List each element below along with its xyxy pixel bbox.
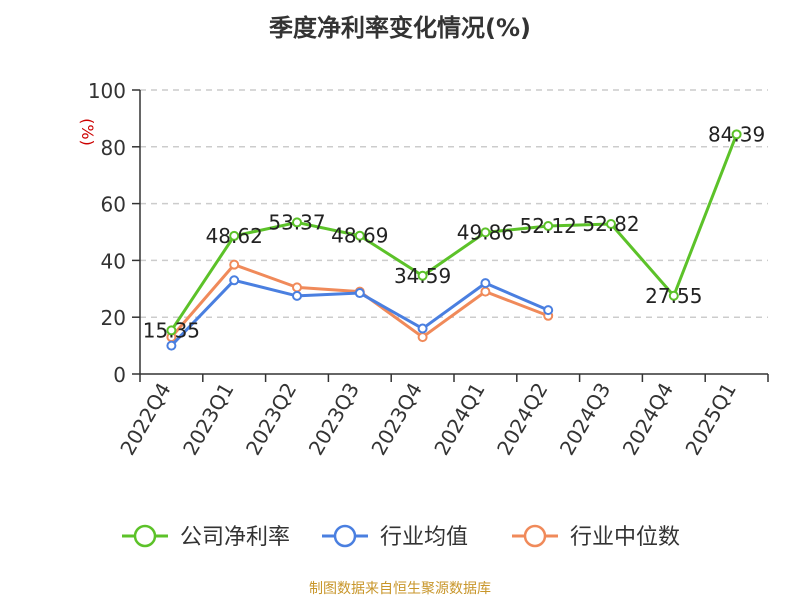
x-tick-label: 2024Q2 bbox=[492, 379, 552, 460]
legend-label: 公司净利率 bbox=[180, 525, 290, 550]
x-tick-label: 2023Q1 bbox=[178, 379, 238, 460]
data-point bbox=[292, 217, 302, 228]
data-point bbox=[606, 218, 616, 229]
x-tick-label: 2025Q1 bbox=[680, 379, 740, 460]
data-label: 48.62 bbox=[206, 224, 263, 248]
y-tick-label: 80 bbox=[101, 136, 126, 160]
data-label: 49.86 bbox=[457, 220, 514, 244]
data-label: 34.59 bbox=[394, 264, 451, 288]
source-note: 制图数据来自恒生聚源数据库 bbox=[309, 581, 491, 597]
data-point bbox=[166, 340, 177, 351]
y-tick-label: 100 bbox=[88, 79, 126, 103]
y-tick-label: 0 bbox=[113, 363, 126, 387]
data-point bbox=[417, 270, 428, 281]
series-line-2 bbox=[170, 263, 549, 339]
data-point bbox=[417, 323, 428, 334]
y-tick-label: 60 bbox=[101, 193, 126, 217]
x-tick-label: 2024Q3 bbox=[555, 379, 615, 460]
data-point bbox=[229, 230, 240, 241]
data-label: 84.39 bbox=[708, 122, 765, 146]
data-label: 52.82 bbox=[582, 212, 639, 236]
data-label: 15.35 bbox=[143, 318, 200, 342]
data-point bbox=[480, 278, 491, 289]
data-point bbox=[480, 227, 491, 238]
data-point bbox=[354, 288, 365, 299]
legend-marker bbox=[523, 524, 547, 548]
series-line-0 bbox=[170, 133, 738, 332]
data-point bbox=[292, 282, 302, 293]
legend-label: 行业中位数 bbox=[570, 525, 680, 550]
legend-label: 行业均值 bbox=[380, 525, 468, 550]
data-point bbox=[543, 220, 554, 231]
chart-title: 季度净利率变化情况(%) bbox=[269, 14, 531, 42]
data-point bbox=[229, 259, 240, 270]
y-tick-label: 40 bbox=[101, 249, 126, 273]
data-point bbox=[354, 230, 365, 241]
data-label: 53.37 bbox=[268, 210, 325, 234]
x-tick-label: 2023Q4 bbox=[366, 379, 426, 460]
data-point bbox=[292, 290, 302, 301]
x-tick-label: 2024Q4 bbox=[618, 379, 678, 460]
data-label: 27.55 bbox=[645, 284, 702, 308]
y-tick-label: 20 bbox=[101, 306, 126, 330]
data-label: 52.12 bbox=[520, 214, 577, 238]
data-point bbox=[417, 332, 428, 343]
data-label: 48.69 bbox=[331, 224, 388, 248]
x-tick-label: 2022Q4 bbox=[115, 379, 175, 460]
legend-marker bbox=[333, 524, 357, 548]
data-point bbox=[480, 286, 491, 297]
data-point bbox=[543, 305, 554, 316]
y-axis-label: (%) bbox=[78, 118, 97, 146]
x-tick-label: 2024Q1 bbox=[429, 379, 489, 460]
data-point bbox=[731, 129, 742, 140]
legend-marker bbox=[133, 524, 157, 548]
x-tick-label: 2023Q3 bbox=[304, 379, 364, 460]
data-point bbox=[166, 325, 177, 336]
x-tick-label: 2023Q2 bbox=[241, 379, 301, 460]
data-point bbox=[229, 275, 240, 286]
data-point bbox=[668, 290, 679, 301]
